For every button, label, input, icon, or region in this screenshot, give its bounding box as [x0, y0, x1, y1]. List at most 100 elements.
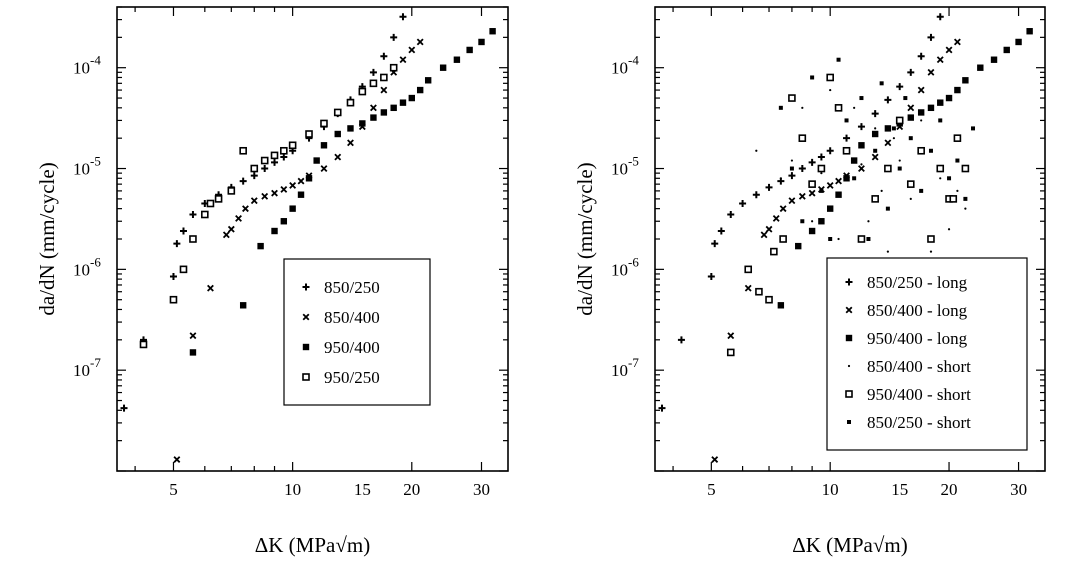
data-point — [927, 33, 935, 41]
data-point — [726, 348, 735, 357]
legend-marker — [847, 364, 851, 368]
data-point — [779, 205, 787, 213]
data-point — [828, 237, 833, 241]
data-point — [858, 142, 865, 149]
data-point — [305, 130, 313, 138]
data-point — [858, 165, 865, 172]
data-point — [928, 148, 933, 153]
data-point — [842, 146, 851, 155]
data-point — [808, 189, 816, 197]
data-point — [886, 250, 889, 253]
data-point — [288, 141, 297, 150]
data-point — [347, 125, 354, 132]
data-point — [790, 159, 794, 162]
data-point — [817, 164, 826, 173]
data-point — [677, 336, 685, 344]
data-point — [305, 175, 313, 182]
data-point — [937, 99, 944, 106]
data-point — [795, 242, 802, 250]
data-point — [891, 126, 896, 131]
data-point — [179, 265, 188, 274]
series-1 — [658, 13, 944, 412]
data-point — [1026, 28, 1033, 35]
data-point — [242, 205, 249, 213]
data-point — [920, 119, 923, 122]
data-point — [369, 79, 378, 88]
data-point — [884, 96, 892, 104]
legend-label: 850/250 - short — [867, 413, 971, 432]
axis-ticks — [117, 6, 508, 472]
data-point — [945, 46, 953, 54]
data-point — [390, 104, 397, 112]
data-point — [927, 68, 935, 76]
data-point — [453, 56, 461, 63]
data-point — [717, 227, 725, 235]
data-point — [380, 73, 388, 82]
data-point — [971, 126, 976, 131]
data-point — [380, 109, 388, 116]
series-4 — [139, 63, 398, 349]
legend-label: 850/400 - short — [867, 357, 971, 376]
series-3 — [189, 28, 496, 356]
data-point — [173, 240, 181, 248]
data-point — [826, 147, 834, 155]
data-point — [909, 197, 912, 200]
data-point — [800, 219, 805, 224]
data-point — [227, 187, 236, 195]
data-point — [801, 106, 804, 109]
data-point — [250, 164, 259, 173]
data-point — [772, 214, 780, 222]
data-point — [808, 180, 816, 188]
data-point — [333, 108, 342, 117]
data-point — [866, 237, 871, 241]
data-point — [739, 199, 747, 207]
x-tick-label: 15 — [354, 480, 371, 499]
data-point — [280, 146, 288, 155]
data-point — [955, 158, 960, 163]
y-axis-label: da/dN (mm/cycle) — [573, 162, 597, 315]
y-tick-label: 10-6 — [611, 254, 639, 279]
data-point — [399, 13, 407, 21]
x-tick-label: 10 — [822, 480, 839, 499]
data-point — [201, 210, 209, 219]
data-point — [711, 240, 719, 248]
data-point — [189, 210, 197, 218]
data-point — [380, 52, 388, 60]
data-point — [892, 137, 895, 140]
data-point — [857, 123, 865, 131]
data-point — [917, 52, 925, 60]
data-point — [852, 176, 857, 181]
data-point — [297, 177, 305, 185]
data-point — [947, 176, 952, 181]
data-point — [271, 189, 278, 197]
data-point — [320, 165, 328, 172]
data-point — [871, 130, 879, 138]
data-point — [408, 94, 415, 102]
axis-ticks — [655, 6, 1045, 472]
data-point — [964, 207, 967, 210]
data-point — [798, 192, 806, 200]
data-point — [871, 110, 879, 118]
data-point — [416, 38, 424, 46]
legend-marker — [845, 390, 853, 398]
data-point — [836, 57, 841, 62]
data-point — [829, 88, 832, 92]
data-point — [250, 197, 258, 205]
data-point — [956, 189, 959, 192]
legend-label: 850/400 - long — [867, 301, 968, 320]
data-point — [239, 146, 247, 155]
data-point — [358, 87, 367, 96]
data-point — [347, 139, 354, 147]
data-point — [280, 186, 288, 193]
data-point — [895, 116, 904, 125]
series-6 — [778, 57, 976, 241]
data-point — [289, 205, 296, 212]
data-point — [884, 164, 892, 173]
data-point — [189, 349, 197, 356]
data-point — [927, 104, 935, 112]
data-point — [826, 181, 834, 189]
data-point — [850, 157, 858, 164]
data-point — [953, 134, 962, 142]
data-point — [808, 227, 816, 235]
